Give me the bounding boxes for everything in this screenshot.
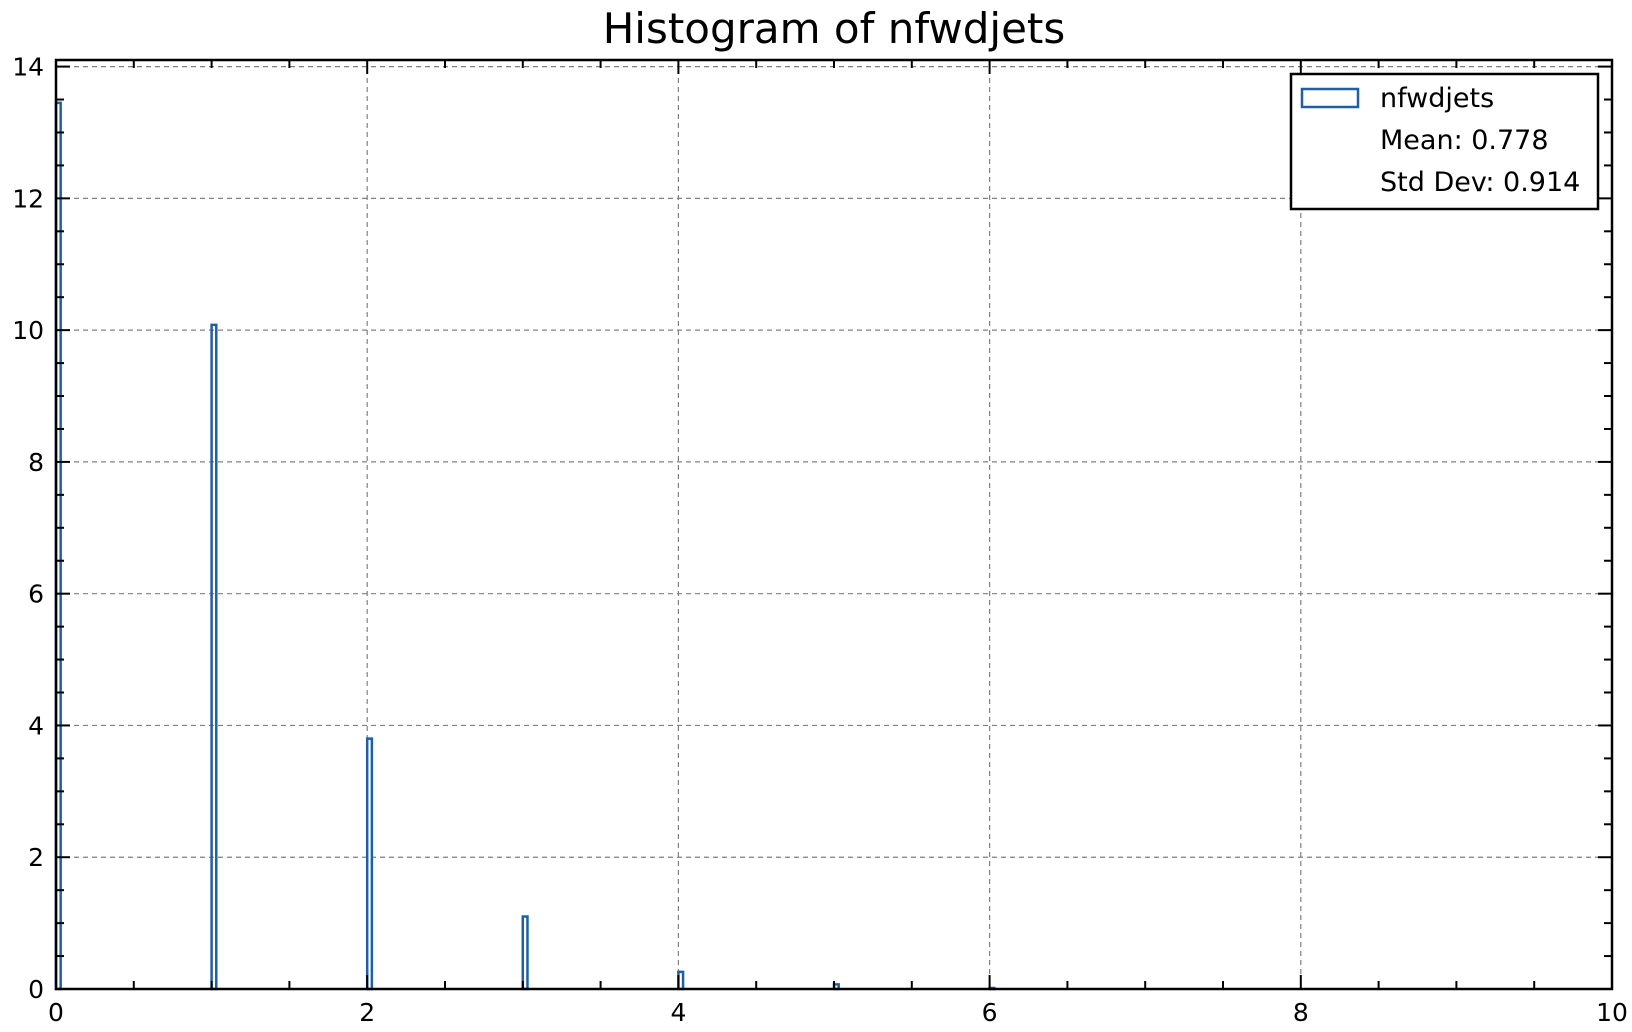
y-tick-label: 8 [28, 448, 44, 477]
x-tick-label: 0 [48, 998, 64, 1027]
y-tick-label: 4 [28, 711, 44, 740]
x-tick-label: 6 [982, 998, 998, 1027]
x-tick-label: 10 [1596, 998, 1628, 1027]
y-tick-label: 10 [12, 316, 44, 345]
tick-labels: 0 2 4 6 8 10 0 2 4 6 8 10 12 14 [12, 53, 1628, 1027]
plot-frame [54, 58, 1614, 991]
y-tick-label: 12 [12, 184, 44, 213]
chart-title: Histogram of nfwdjets [603, 4, 1066, 53]
legend-box [1289, 72, 1600, 211]
legend-swatch [1300, 87, 1360, 109]
y-tick-label: 0 [28, 975, 44, 1004]
legend: nfwdjets Mean: 0.778 Std Dev: 0.914 [1289, 72, 1600, 211]
legend-series-label: nfwdjets [1380, 83, 1494, 114]
y-tick-label: 2 [28, 843, 44, 872]
y-tick-label: 6 [28, 580, 44, 609]
y-tick-label: 14 [12, 53, 44, 82]
x-tick-label: 8 [1293, 998, 1309, 1027]
legend-mean-label: Mean: 0.778 [1380, 125, 1549, 156]
legend-stddev-label: Std Dev: 0.914 [1380, 167, 1580, 198]
x-tick-label: 4 [670, 998, 686, 1027]
x-tick-label: 2 [359, 998, 375, 1027]
